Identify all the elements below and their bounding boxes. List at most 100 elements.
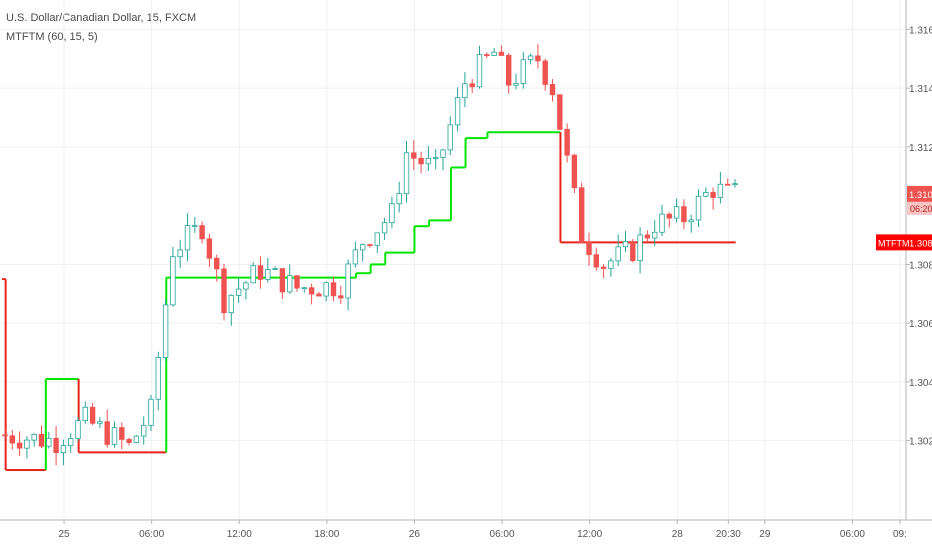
candle-body xyxy=(206,238,213,259)
candles xyxy=(2,44,738,466)
candle-body xyxy=(673,206,680,219)
x-tick-label: 09: xyxy=(893,529,907,540)
candle-body xyxy=(527,55,534,61)
candle-body xyxy=(367,244,373,247)
candle-body xyxy=(243,282,249,290)
candle-body xyxy=(630,241,636,262)
candle-body xyxy=(732,183,738,186)
candle-body xyxy=(695,195,702,221)
candle-body xyxy=(2,434,8,437)
candle-body xyxy=(418,157,424,165)
candle-body xyxy=(542,60,548,85)
candle-body xyxy=(535,55,541,62)
x-tick-label: 18:00 xyxy=(314,529,339,540)
last-price-label: 1.31040 xyxy=(909,190,932,201)
x-tick-label: 26 xyxy=(409,529,421,540)
x-tick-label: 06:00 xyxy=(840,529,865,540)
candle-body xyxy=(579,187,585,243)
x-tick-label: 28 xyxy=(672,529,684,540)
candle-body xyxy=(352,249,359,265)
candle-body xyxy=(316,293,322,297)
candle-body xyxy=(484,54,490,57)
y-tick-label: 1.31400 xyxy=(909,84,932,95)
candle-body xyxy=(637,234,643,262)
candle-body xyxy=(75,420,81,440)
symbol-title: U.S. Dollar/Canadian Dollar, 15, FXCM xyxy=(6,12,197,24)
candle-body xyxy=(16,442,23,449)
candle-body xyxy=(235,288,242,296)
y-tick-label: 1.30200 xyxy=(909,437,932,448)
candle-body xyxy=(68,438,74,446)
candle-body xyxy=(53,437,59,453)
candle-body xyxy=(228,294,234,314)
mtftm-line xyxy=(2,131,736,472)
candle-body xyxy=(549,84,556,96)
candle-body xyxy=(389,203,395,224)
candle-body xyxy=(396,193,402,205)
candle-body xyxy=(162,304,169,358)
candle-body xyxy=(221,268,227,314)
candle-body xyxy=(652,231,658,239)
candle-body xyxy=(403,152,410,195)
candle-body xyxy=(717,183,724,198)
candle-body xyxy=(345,263,351,299)
x-tick-label: 12:00 xyxy=(577,529,602,540)
last-price-tag xyxy=(907,185,932,202)
candle-body xyxy=(505,55,512,86)
candle-body xyxy=(454,97,461,126)
x-tick-label: 12:00 xyxy=(227,529,252,540)
candle-body xyxy=(24,439,30,449)
candle-body xyxy=(644,234,651,239)
candle-body xyxy=(60,445,67,453)
y-tick-label: 1.31600 xyxy=(909,25,932,36)
candle-body xyxy=(323,282,329,297)
candle-body xyxy=(250,265,256,284)
candle-body xyxy=(155,357,161,400)
candle-body xyxy=(600,266,607,269)
candle-body xyxy=(140,424,147,437)
candle-body xyxy=(703,192,709,197)
candle-body xyxy=(97,421,103,424)
candle-body xyxy=(184,225,191,251)
candle-body xyxy=(199,225,205,240)
candle-body xyxy=(279,268,286,293)
candle-body xyxy=(104,421,110,445)
candle-body xyxy=(586,241,592,256)
x-tick-label: 29 xyxy=(759,529,771,540)
candle-body xyxy=(447,124,453,151)
y-tick-label: 1.30800 xyxy=(909,260,932,271)
candle-body xyxy=(440,149,446,158)
candle-body xyxy=(491,51,497,56)
candle-body xyxy=(615,246,621,262)
candle-body xyxy=(294,275,300,289)
candle-body xyxy=(46,437,52,447)
grid xyxy=(0,0,906,520)
candle-body xyxy=(111,427,118,445)
candle-body xyxy=(301,287,307,290)
candle-body xyxy=(432,157,439,159)
candle-body xyxy=(411,152,417,159)
candle-body xyxy=(338,295,344,299)
candle-body xyxy=(257,265,264,280)
mtftm-level-value: 1.30875 xyxy=(909,238,932,249)
candle-body xyxy=(89,406,96,424)
candle-body xyxy=(119,427,125,440)
candle-body xyxy=(82,406,88,422)
candle-body xyxy=(38,433,45,447)
candle-body xyxy=(425,157,432,165)
candle-body xyxy=(622,241,629,248)
candle-body xyxy=(688,219,694,223)
mtftm-level-name: MTFTM xyxy=(878,238,910,248)
x-tick-label: 20:30 xyxy=(716,529,741,540)
candle-body xyxy=(177,249,183,258)
candle-body xyxy=(133,435,140,443)
countdown-label: 06:20 xyxy=(910,204,932,214)
candle-body xyxy=(381,222,388,234)
chart-legend: U.S. Dollar/Canadian Dollar, 15, FXCM MT… xyxy=(6,9,196,47)
y-tick-label: 1.30600 xyxy=(909,319,932,330)
x-tick-label: 06:00 xyxy=(490,529,515,540)
candle-body xyxy=(148,398,154,426)
